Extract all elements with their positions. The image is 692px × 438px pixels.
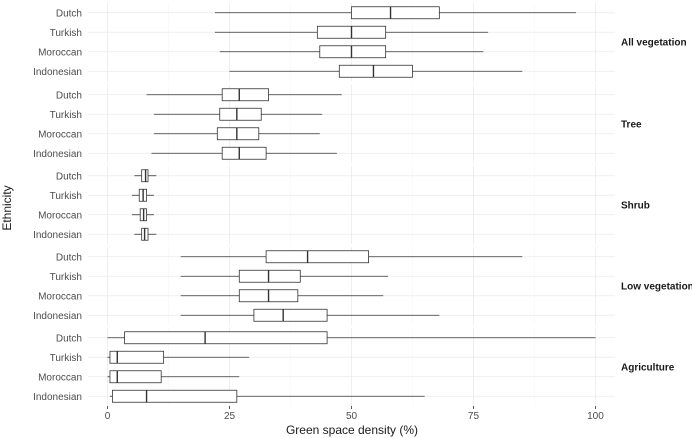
box-iqr: [238, 269, 301, 283]
x-axis-title: Green space density (%): [286, 423, 418, 437]
box-indonesian: [134, 227, 157, 241]
facet-panels: Dutch Turkish Moroccan Indonesian All vegeta…: [33, 3, 692, 406]
box-indonesian: [109, 389, 425, 403]
box-turkish: [180, 269, 389, 283]
box-dutch: [107, 331, 596, 345]
box-moroccan: [107, 370, 240, 384]
box-iqr: [221, 88, 269, 102]
box-indonesian: [229, 64, 523, 78]
box-dutch: [214, 6, 576, 20]
y-tick-label: Moroccan: [38, 291, 82, 302]
y-tick-label: Dutch: [56, 8, 82, 19]
facet-strip-label: Tree: [621, 120, 642, 131]
box-moroccan: [219, 45, 484, 59]
box-iqr: [111, 389, 238, 403]
y-tick-label: Indonesian: [33, 149, 82, 160]
box-iqr: [219, 107, 262, 121]
box-iqr: [124, 331, 328, 345]
box-iqr: [338, 64, 413, 78]
box-turkish: [131, 188, 154, 202]
box-dutch: [146, 88, 342, 102]
y-tick-label: Indonesian: [33, 392, 82, 403]
box-iqr: [109, 350, 165, 364]
x-tick-label: 100: [587, 411, 604, 422]
facet-panel: Dutch Turkish Moroccan Indonesian Agricultur…: [33, 328, 675, 406]
y-tick-label: Turkish: [50, 110, 82, 121]
box-iqr: [216, 127, 260, 141]
box-iqr: [265, 250, 369, 264]
box-turkish: [214, 25, 489, 39]
facet-strip-label: Low vegetation: [621, 282, 692, 293]
y-tick-label: Indonesian: [33, 311, 82, 322]
y-tick-label: Dutch: [56, 90, 82, 101]
box-moroccan: [131, 208, 154, 222]
box-moroccan: [153, 127, 320, 141]
facet-strip-label: All vegetation: [621, 38, 687, 49]
x-tick-label: 50: [346, 411, 358, 422]
y-tick-label: Turkish: [50, 353, 82, 364]
y-tick-label: Turkish: [50, 191, 82, 202]
y-tick-label: Dutch: [56, 252, 82, 263]
y-tick-label: Indonesian: [33, 230, 82, 241]
y-tick-label: Moroccan: [38, 47, 82, 58]
facet-panel: Dutch Turkish Moroccan Indonesian Low vegeta…: [33, 247, 692, 325]
x-tick-label: 0: [105, 411, 111, 422]
x-tick-label: 75: [468, 411, 480, 422]
y-tick-label: Moroccan: [38, 129, 82, 140]
box-iqr: [221, 146, 267, 160]
y-tick-label: Moroccan: [38, 372, 82, 383]
y-tick-label: Moroccan: [38, 210, 82, 221]
facet-panel: Dutch Turkish Moroccan Indonesian Tree: [33, 85, 642, 163]
y-tick-label: Turkish: [50, 272, 82, 283]
y-tick-label: Turkish: [50, 28, 82, 39]
box-moroccan: [180, 289, 384, 303]
box-iqr: [141, 169, 149, 183]
facet-panel: Dutch Turkish Moroccan Indonesian Shrub: [33, 166, 650, 244]
box-indonesian: [151, 146, 337, 160]
box-indonesian: [180, 308, 440, 322]
box-iqr: [109, 370, 162, 384]
facet-panel: Dutch Turkish Moroccan Indonesian All vegeta…: [33, 3, 687, 81]
box-dutch: [134, 169, 157, 183]
y-tick-label: Indonesian: [33, 67, 82, 78]
facet-strip-label: Agriculture: [621, 363, 675, 374]
y-tick-label: Dutch: [56, 333, 82, 344]
box-turkish: [153, 107, 323, 121]
box-turkish: [107, 350, 250, 364]
box-dutch: [180, 250, 523, 264]
y-axis-title: Ethnicity: [0, 185, 14, 230]
box-iqr: [351, 6, 440, 20]
y-tick-label: Dutch: [56, 171, 82, 182]
box-iqr: [319, 45, 387, 59]
x-axis: 0 25 50 75 100: [105, 406, 604, 422]
box-iqr: [253, 308, 328, 322]
facet-strip-label: Shrub: [621, 201, 650, 212]
x-tick-label: 25: [224, 411, 236, 422]
